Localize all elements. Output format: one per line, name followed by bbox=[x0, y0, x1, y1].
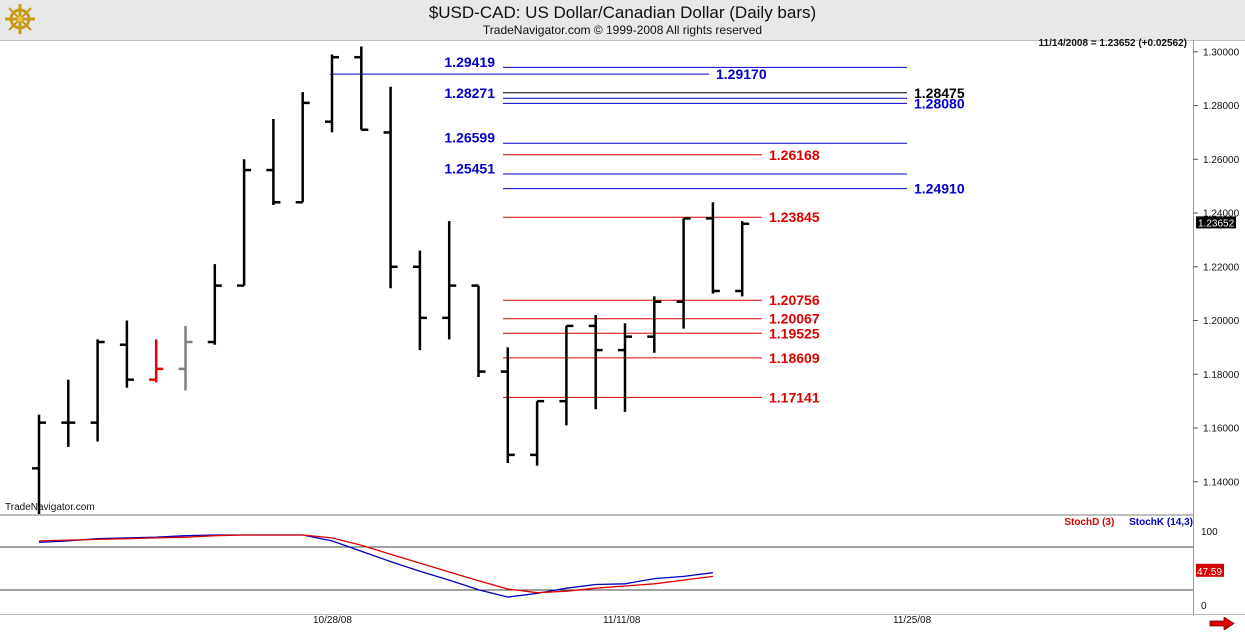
price-readout: 11/14/2008 = 1.23652 (+0.02562) bbox=[1038, 38, 1187, 49]
level-label: 1.28080 bbox=[914, 95, 965, 111]
y-axis-tick-label: 1.14000 bbox=[1203, 477, 1240, 488]
stoch-d-legend: StochD (3) bbox=[1064, 517, 1115, 528]
price-panel bbox=[0, 40, 1194, 514]
date-axis: 10/28/08 11/11/08 11/25/08 bbox=[0, 614, 1245, 632]
level-label: 1.28475 bbox=[914, 85, 965, 101]
y-axis-tick-label: 1.16000 bbox=[1203, 424, 1240, 435]
y-axis-tick-label: 1.22000 bbox=[1203, 262, 1240, 273]
last-value-box bbox=[1196, 216, 1236, 229]
level-label: 1.18609 bbox=[769, 350, 820, 366]
y-axis-tick-label: 1.30000 bbox=[1203, 47, 1240, 58]
y-axis-tick-label: 1.24000 bbox=[1203, 209, 1240, 220]
level-label: 1.29170 bbox=[716, 66, 767, 82]
right-arrow-icon[interactable] bbox=[1209, 617, 1235, 630]
copyright-text: TradeNavigator.com © 1999-2008 All right… bbox=[482, 23, 763, 37]
y-axis-tick-label: 1.18000 bbox=[1203, 370, 1240, 381]
level-label: 1.26599 bbox=[444, 130, 495, 146]
ship-wheel-logo-icon bbox=[5, 4, 35, 34]
level-label: 1.17141 bbox=[769, 389, 820, 405]
y-axis-tick-label: 1.26000 bbox=[1203, 155, 1240, 166]
watermark: TradeNavigator.com bbox=[5, 502, 95, 513]
stochastic-legend: StochD (3) StochK (14,3) bbox=[1064, 517, 1193, 528]
stochastic-panel bbox=[0, 514, 1194, 616]
stoch-k-line bbox=[38, 534, 713, 598]
level-label: 1.19525 bbox=[769, 325, 820, 341]
stoch-axis-label: 0 bbox=[1201, 601, 1207, 612]
level-label: 1.29419 bbox=[444, 54, 495, 70]
date-label: 11/25/08 bbox=[893, 615, 932, 626]
date-label: 11/11/08 bbox=[603, 615, 641, 626]
stoch-value-label: 47.59 bbox=[1197, 567, 1222, 578]
y-axis-tick-label: 1.20000 bbox=[1203, 316, 1240, 327]
stoch-k-legend: StochK (14,3) bbox=[1129, 517, 1193, 528]
level-label: 1.26168 bbox=[769, 147, 820, 163]
date-label: 10/28/08 bbox=[313, 615, 352, 626]
level-label: 1.23845 bbox=[769, 209, 820, 225]
chart-header: $USD-CAD: US Dollar/Canadian Dollar (Dai… bbox=[0, 0, 1245, 41]
y-axis-tick-label: 1.28000 bbox=[1203, 101, 1240, 112]
stoch-axis-label: 100 bbox=[1201, 527, 1218, 538]
level-label: 1.20756 bbox=[769, 292, 820, 308]
level-label: 1.28271 bbox=[444, 85, 495, 101]
last-value-label: 1.23652 bbox=[1198, 218, 1235, 229]
level-label: 1.20067 bbox=[769, 311, 820, 327]
level-label: 1.24910 bbox=[914, 181, 965, 197]
chart-title: $USD-CAD: US Dollar/Canadian Dollar (Dai… bbox=[428, 3, 817, 22]
stoch-d-line bbox=[38, 534, 713, 594]
level-label: 1.25451 bbox=[444, 161, 495, 177]
stoch-value-box bbox=[1196, 563, 1224, 577]
